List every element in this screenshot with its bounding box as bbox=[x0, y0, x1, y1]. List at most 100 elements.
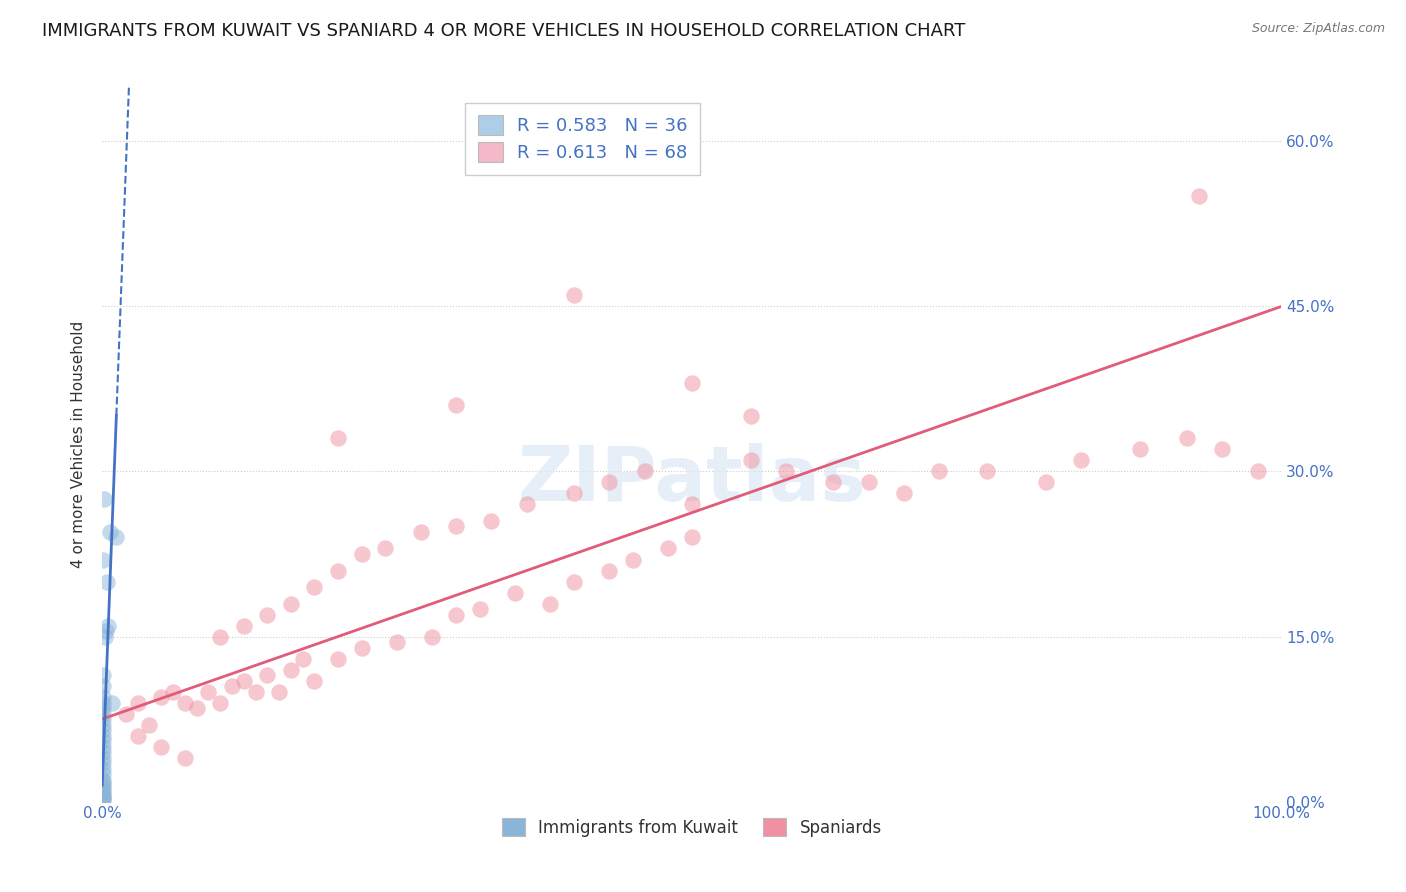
Point bbox=[221, 679, 243, 693]
Point bbox=[127, 729, 149, 743]
Point bbox=[422, 630, 444, 644]
Point bbox=[209, 696, 232, 710]
Point bbox=[444, 607, 467, 622]
Point bbox=[280, 663, 302, 677]
Point bbox=[91, 778, 114, 792]
Point bbox=[91, 734, 114, 748]
Point bbox=[538, 597, 561, 611]
Point bbox=[91, 706, 114, 721]
Point bbox=[232, 618, 254, 632]
Legend: Immigrants from Kuwait, Spaniards: Immigrants from Kuwait, Spaniards bbox=[495, 812, 889, 843]
Point bbox=[91, 793, 114, 807]
Point bbox=[93, 679, 115, 693]
Point bbox=[94, 624, 117, 638]
Point bbox=[1211, 442, 1233, 457]
Point bbox=[91, 792, 114, 806]
Point bbox=[740, 453, 762, 467]
Point bbox=[256, 668, 278, 682]
Point bbox=[350, 640, 373, 655]
Point bbox=[326, 651, 349, 665]
Text: ZIPatlas: ZIPatlas bbox=[517, 442, 866, 516]
Point bbox=[409, 524, 432, 539]
Point bbox=[197, 684, 219, 698]
Point bbox=[173, 696, 195, 710]
Point bbox=[91, 767, 114, 781]
Point bbox=[326, 432, 349, 446]
Point bbox=[127, 696, 149, 710]
Point bbox=[100, 696, 122, 710]
Point bbox=[479, 514, 502, 528]
Point bbox=[209, 630, 232, 644]
Point bbox=[516, 498, 538, 512]
Point bbox=[100, 524, 122, 539]
Point bbox=[562, 574, 585, 589]
Point bbox=[96, 574, 118, 589]
Point bbox=[385, 635, 408, 649]
Point bbox=[304, 673, 326, 688]
Point bbox=[598, 564, 620, 578]
Point bbox=[93, 491, 115, 506]
Point bbox=[893, 486, 915, 500]
Point bbox=[928, 465, 950, 479]
Point bbox=[91, 745, 114, 759]
Point bbox=[823, 475, 845, 490]
Point bbox=[858, 475, 880, 490]
Point bbox=[91, 750, 114, 764]
Point bbox=[138, 717, 160, 731]
Point bbox=[1035, 475, 1057, 490]
Point bbox=[150, 690, 173, 704]
Text: Source: ZipAtlas.com: Source: ZipAtlas.com bbox=[1251, 22, 1385, 36]
Point bbox=[374, 541, 396, 556]
Point bbox=[91, 701, 114, 715]
Point bbox=[91, 690, 114, 704]
Point bbox=[91, 696, 114, 710]
Point bbox=[91, 756, 114, 770]
Point bbox=[326, 564, 349, 578]
Point bbox=[681, 376, 703, 391]
Point bbox=[740, 409, 762, 424]
Point bbox=[91, 723, 114, 737]
Point bbox=[350, 547, 373, 561]
Point bbox=[173, 750, 195, 764]
Point bbox=[91, 786, 114, 800]
Point bbox=[681, 498, 703, 512]
Point bbox=[1129, 442, 1152, 457]
Y-axis label: 4 or more Vehicles in Household: 4 or more Vehicles in Household bbox=[72, 320, 86, 567]
Point bbox=[93, 552, 115, 566]
Point bbox=[657, 541, 679, 556]
Point bbox=[114, 706, 136, 721]
Point bbox=[91, 712, 114, 726]
Point bbox=[468, 602, 491, 616]
Point bbox=[976, 465, 998, 479]
Point bbox=[91, 783, 114, 797]
Point bbox=[444, 519, 467, 533]
Point bbox=[562, 486, 585, 500]
Point bbox=[91, 772, 114, 787]
Point bbox=[1175, 432, 1198, 446]
Point bbox=[93, 630, 115, 644]
Point bbox=[621, 552, 644, 566]
Point bbox=[97, 618, 120, 632]
Point bbox=[256, 607, 278, 622]
Point bbox=[105, 531, 128, 545]
Point bbox=[91, 739, 114, 754]
Point bbox=[91, 781, 114, 796]
Point bbox=[245, 684, 267, 698]
Point bbox=[775, 465, 797, 479]
Point bbox=[1070, 453, 1092, 467]
Point bbox=[93, 668, 115, 682]
Point bbox=[150, 739, 173, 754]
Point bbox=[562, 288, 585, 302]
Point bbox=[444, 399, 467, 413]
Point bbox=[503, 585, 526, 599]
Point bbox=[280, 597, 302, 611]
Point bbox=[91, 729, 114, 743]
Point bbox=[681, 531, 703, 545]
Point bbox=[291, 651, 314, 665]
Point bbox=[304, 580, 326, 594]
Point bbox=[1247, 465, 1270, 479]
Point bbox=[91, 717, 114, 731]
Point bbox=[598, 475, 620, 490]
Point bbox=[267, 684, 290, 698]
Point bbox=[91, 762, 114, 776]
